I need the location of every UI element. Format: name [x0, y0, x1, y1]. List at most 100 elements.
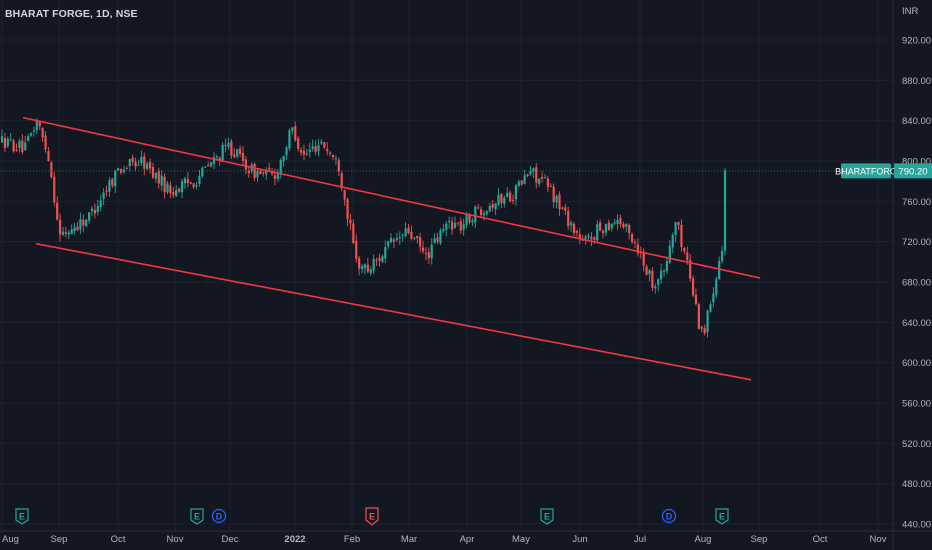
candle-body — [305, 153, 308, 155]
candle-body — [581, 239, 584, 241]
candle-body — [593, 237, 596, 240]
candle-body — [445, 223, 448, 230]
candle-body — [230, 141, 233, 156]
candle-body — [442, 228, 445, 232]
y-tick-label: 680.00 — [902, 278, 931, 289]
candle-body — [645, 266, 648, 275]
candle-body — [224, 145, 227, 147]
y-tick-label: 840.00 — [902, 116, 931, 127]
candle-body — [511, 199, 515, 201]
candle-body — [564, 207, 567, 211]
candle-body — [317, 144, 320, 152]
candle-body — [262, 172, 265, 174]
candle-body — [279, 160, 282, 175]
y-tick-label: 600.00 — [902, 358, 931, 369]
candle-body — [0, 136, 4, 143]
candle-body — [375, 259, 378, 261]
candle-body — [221, 144, 224, 161]
y-tick-label: 520.00 — [902, 439, 931, 450]
candle-body — [241, 152, 245, 161]
candle-body — [320, 141, 323, 144]
candle-body — [288, 130, 291, 149]
candle-body — [552, 186, 555, 203]
candle-body — [421, 247, 425, 252]
candle-body — [50, 162, 53, 178]
candle-body — [570, 222, 573, 226]
candle-body — [227, 142, 230, 148]
candle-body — [195, 184, 198, 187]
candle-body — [660, 270, 663, 280]
earnings-marker-icon — [540, 508, 554, 525]
candle-body — [247, 170, 250, 173]
candle-body — [108, 180, 111, 192]
candle-body — [578, 234, 581, 240]
candle-body — [392, 239, 396, 242]
candle-body — [302, 150, 306, 155]
candle-body — [561, 207, 564, 209]
candle-body — [148, 161, 152, 169]
candle-body — [462, 224, 465, 230]
candle-body — [18, 140, 21, 149]
candle-body — [657, 279, 660, 285]
candle-body — [326, 149, 329, 151]
candle-body — [163, 176, 166, 193]
candle-body — [21, 140, 24, 153]
candle-body — [369, 269, 372, 274]
candle-body — [137, 164, 140, 166]
y-tick-label: 720.00 — [902, 237, 931, 248]
candle-body — [32, 130, 36, 132]
candle-body — [111, 178, 114, 186]
y-tick-label: 640.00 — [902, 318, 931, 329]
candle-body — [323, 142, 326, 148]
candle-body — [628, 224, 631, 233]
candle-body — [285, 147, 288, 156]
candle-body — [543, 177, 547, 179]
candle-body — [665, 260, 669, 272]
x-tick-label: Oct — [111, 534, 126, 545]
earnings-marker-icon — [715, 508, 729, 525]
candle-body — [459, 221, 462, 231]
candle-body — [703, 328, 706, 334]
candle-body — [517, 181, 520, 187]
candle-body — [207, 165, 210, 167]
candle-body — [691, 278, 695, 296]
candle-body — [105, 190, 108, 192]
candle-body — [172, 192, 175, 195]
candle-body — [439, 230, 442, 244]
candle-body — [352, 223, 355, 243]
dividend-marker-icon — [211, 508, 227, 524]
candle-body — [183, 178, 187, 184]
candle-body — [186, 179, 189, 184]
candle-body — [160, 175, 163, 186]
price-axis: 440.00 480.00 520.00 560.00 600.00 640.00 680.… — [902, 6, 931, 531]
candle-body — [648, 270, 651, 275]
candle-body — [677, 221, 680, 225]
candle-body — [680, 224, 683, 248]
candle-body — [82, 219, 85, 226]
candle-body — [53, 176, 56, 203]
candle-body — [491, 204, 494, 208]
candle-body — [151, 166, 155, 178]
candle-body — [343, 190, 346, 200]
candle-body — [276, 173, 279, 180]
event-marker-label: D — [666, 512, 673, 522]
candle-body — [47, 151, 50, 162]
y-tick-label: 480.00 — [902, 479, 931, 490]
candle-body — [613, 222, 616, 224]
candle-body — [102, 192, 105, 199]
candle-body — [395, 237, 398, 240]
candle-body — [119, 169, 123, 173]
candle-body — [474, 206, 477, 223]
candle-body — [535, 167, 538, 183]
candle-body — [709, 304, 712, 312]
candle-body — [311, 146, 314, 149]
candle-body — [27, 136, 30, 141]
candle-body — [700, 327, 703, 329]
candle-body — [686, 252, 689, 261]
candle-body — [642, 252, 645, 266]
candle-body — [674, 222, 677, 236]
candle-body — [291, 127, 294, 131]
candle-body — [169, 185, 172, 194]
